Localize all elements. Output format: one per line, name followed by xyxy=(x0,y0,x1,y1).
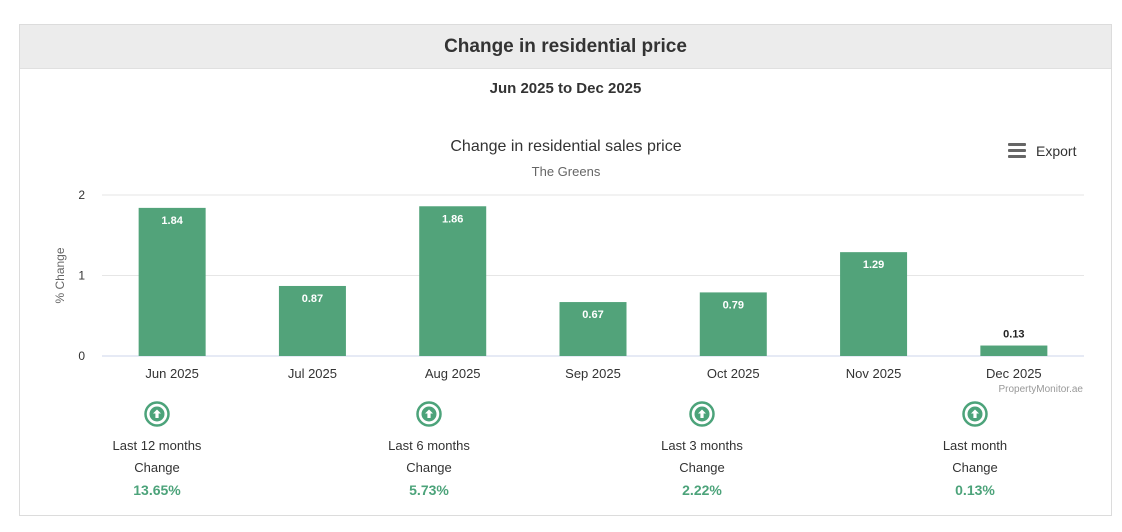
card-title: Change in residential price xyxy=(20,25,1111,69)
data-label: 0.13 xyxy=(1003,329,1024,341)
x-tick-label: Nov 2025 xyxy=(846,366,902,381)
price-change-card: Change in residential price Jun 2025 to … xyxy=(19,24,1112,516)
stat-period: Last 12 months xyxy=(112,438,202,453)
stat-period: Last 3 months xyxy=(661,438,743,453)
stat-change-label: Change xyxy=(406,460,452,475)
menu-icon xyxy=(1008,140,1026,161)
date-range-label: Jun 2025 to Dec 2025 xyxy=(489,80,642,97)
stat-last-3-months: Last 3 months Change 2.22% xyxy=(622,401,782,501)
stat-last-6-months: Last 6 months Change 5.73% xyxy=(349,401,509,501)
bar xyxy=(419,206,487,356)
bar xyxy=(278,285,346,356)
arrow-up-circle-icon xyxy=(962,401,988,427)
data-label: 1.84 xyxy=(161,215,183,227)
bar xyxy=(699,292,767,356)
chart-credit[interactable]: PropertyMonitor.ae xyxy=(998,384,1084,395)
x-tick-label: Dec 2025 xyxy=(986,366,1042,381)
x-tick-label: Sep 2025 xyxy=(565,366,621,381)
stat-value: 13.65% xyxy=(133,482,181,498)
stat-change-label: Change xyxy=(952,460,998,475)
stat-period: Last 6 months xyxy=(388,438,470,453)
stat-value: 5.73% xyxy=(409,482,449,498)
arrow-up-circle-icon xyxy=(144,401,170,427)
chart-subtitle: The Greens xyxy=(532,164,601,179)
bar xyxy=(980,345,1048,356)
bar xyxy=(840,252,908,356)
data-label: 1.29 xyxy=(863,259,884,271)
data-label: 0.87 xyxy=(302,293,323,305)
stat-value: 2.22% xyxy=(682,482,722,498)
x-tick-label: Jul 2025 xyxy=(288,366,337,381)
chart-title: Change in residential sales price xyxy=(450,138,681,155)
bar-chart: Change in residential sales price The Gre… xyxy=(53,138,1084,381)
arrow-up-circle-icon xyxy=(416,401,442,427)
export-label: Export xyxy=(1036,142,1077,159)
data-label: 0.79 xyxy=(723,299,744,311)
y-tick-label: 0 xyxy=(78,349,85,363)
stat-last-month: Last month Change 0.13% xyxy=(895,401,1055,501)
stat-change-label: Change xyxy=(134,460,180,475)
bar xyxy=(138,207,206,356)
y-tick-label: 2 xyxy=(78,188,85,202)
stat-change-label: Change xyxy=(679,460,725,475)
stat-value: 0.13% xyxy=(955,482,995,498)
data-label: 1.86 xyxy=(442,213,463,225)
y-axis-label: % Change xyxy=(53,247,67,303)
x-tick-label: Oct 2025 xyxy=(707,366,760,381)
arrow-up-circle-icon xyxy=(689,401,715,427)
stat-last-12-months: Last 12 months Change 13.65% xyxy=(77,401,237,501)
stat-period: Last month xyxy=(942,438,1008,453)
export-button[interactable]: Export xyxy=(1008,140,1076,161)
data-label: 0.67 xyxy=(582,309,603,321)
x-tick-label: Aug 2025 xyxy=(425,366,481,381)
y-tick-label: 1 xyxy=(78,269,85,283)
x-tick-label: Jun 2025 xyxy=(145,366,199,381)
bar xyxy=(559,302,627,356)
